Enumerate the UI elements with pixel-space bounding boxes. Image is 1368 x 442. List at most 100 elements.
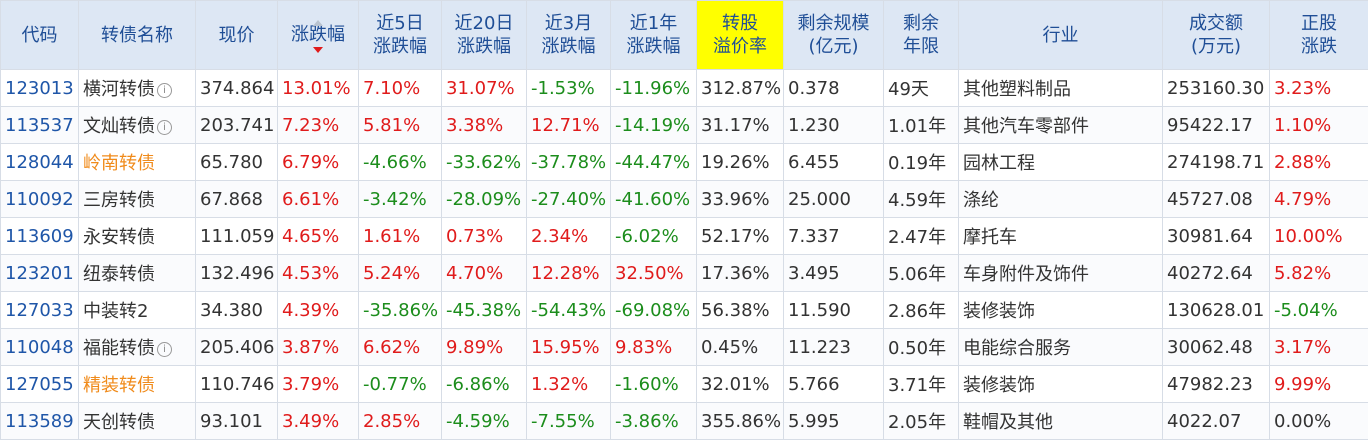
cell-name[interactable]: 永安转债	[78, 217, 196, 255]
cell-name[interactable]: 中装转2	[78, 291, 196, 329]
cell-term: 3.71年	[883, 365, 959, 403]
table-row[interactable]: 123013 横河转债 i 374.864 13.01% 7.10% 31.07% -1.53…	[0, 69, 1368, 107]
cell-change: 4.53%	[277, 254, 359, 292]
cell-change: 3.49%	[277, 402, 359, 440]
cell-change: 3.79%	[277, 365, 359, 403]
table-row[interactable]: 113537 文灿转债 i 203.741 7.23% 5.81% 3.38% 12.71% -…	[0, 106, 1368, 144]
cell-scale: 5.766	[783, 365, 884, 403]
cell-scale: 6.455	[783, 143, 884, 181]
cell-code[interactable]: 123013	[0, 69, 79, 107]
cell-change: 7.23%	[277, 106, 359, 144]
cell-y1: -1.60%	[610, 365, 697, 403]
cell-d5: 7.10%	[358, 69, 442, 107]
cell-premium: 0.45%	[696, 328, 784, 366]
cell-d5: -4.66%	[358, 143, 442, 181]
cell-stock: 4.79%	[1269, 180, 1368, 218]
cell-price: 93.101	[195, 402, 278, 440]
cell-d5: -35.86%	[358, 291, 442, 329]
cell-d20: -45.38%	[441, 291, 527, 329]
header-volume[interactable]: 成交额 (万元)	[1162, 0, 1270, 70]
cell-d20: 3.38%	[441, 106, 527, 144]
cell-code[interactable]: 127055	[0, 365, 79, 403]
header-3m[interactable]: 近3月 涨跌幅	[526, 0, 611, 70]
cell-premium: 17.36%	[696, 254, 784, 292]
cell-stock: 1.10%	[1269, 106, 1368, 144]
cell-d20: -28.09%	[441, 180, 527, 218]
cell-stock: 3.23%	[1269, 69, 1368, 107]
cell-industry: 园林工程	[958, 143, 1163, 181]
cell-scale: 1.230	[783, 106, 884, 144]
table-row[interactable]: 123201 纽泰转债 132.496 4.53% 5.24% 4.70% 12.28% 32…	[0, 254, 1368, 292]
header-name[interactable]: 转债名称	[78, 0, 196, 70]
header-industry[interactable]: 行业	[958, 0, 1163, 70]
cell-price: 67.868	[195, 180, 278, 218]
table-row[interactable]: 110048 福能转债 i 205.406 3.87% 6.62% 9.89% 15.95% 9…	[0, 328, 1368, 366]
cell-name[interactable]: 福能转债 i	[78, 328, 196, 366]
info-icon[interactable]: i	[157, 120, 172, 135]
cell-code[interactable]: 123201	[0, 254, 79, 292]
cell-name[interactable]: 精装转债	[78, 365, 196, 403]
cell-volume: 47982.23	[1162, 365, 1270, 403]
cell-change: 4.65%	[277, 217, 359, 255]
cell-y1: 32.50%	[610, 254, 697, 292]
cell-volume: 253160.30	[1162, 69, 1270, 107]
cell-name[interactable]: 天创转债	[78, 402, 196, 440]
cell-y1: -69.08%	[610, 291, 697, 329]
header-stock-change[interactable]: 正股 涨跌	[1269, 0, 1368, 70]
info-icon[interactable]: i	[157, 342, 172, 357]
cell-stock: 0.00%	[1269, 402, 1368, 440]
cell-price: 374.864	[195, 69, 278, 107]
cell-y1: -44.47%	[610, 143, 697, 181]
cell-name[interactable]: 三房转债	[78, 180, 196, 218]
cell-code[interactable]: 113537	[0, 106, 79, 144]
cell-y1: 9.83%	[610, 328, 697, 366]
cell-scale: 11.590	[783, 291, 884, 329]
header-change[interactable]: 涨跌幅	[277, 0, 359, 70]
cell-name[interactable]: 岭南转债	[78, 143, 196, 181]
header-20d[interactable]: 近20日 涨跌幅	[441, 0, 527, 70]
header-code[interactable]: 代码	[0, 0, 79, 70]
cell-premium: 19.26%	[696, 143, 784, 181]
cell-premium: 52.17%	[696, 217, 784, 255]
sort-up-icon	[313, 20, 323, 26]
cell-name[interactable]: 文灿转债 i	[78, 106, 196, 144]
cell-code[interactable]: 113609	[0, 217, 79, 255]
info-icon[interactable]: i	[157, 83, 172, 98]
header-premium[interactable]: 转股 溢价率	[696, 0, 784, 70]
table-row[interactable]: 127055 精装转债 110.746 3.79% -0.77% -6.86% 1.32% -…	[0, 365, 1368, 403]
table-body: 123013 横河转债 i 374.864 13.01% 7.10% 31.07% -1.53…	[0, 69, 1368, 440]
header-price[interactable]: 现价	[195, 0, 278, 70]
table-row[interactable]: 113609 永安转债 111.059 4.65% 1.61% 0.73% 2.34% -6.…	[0, 217, 1368, 255]
cell-code[interactable]: 113589	[0, 402, 79, 440]
cell-m3: -7.55%	[526, 402, 611, 440]
cell-m3: -27.40%	[526, 180, 611, 218]
cell-y1: -14.19%	[610, 106, 697, 144]
sort-down-icon	[313, 47, 323, 53]
header-term[interactable]: 剩余 年限	[883, 0, 959, 70]
table-row[interactable]: 110092 三房转债 67.868 6.61% -3.42% -28.09% -27.40…	[0, 180, 1368, 218]
cell-stock: 2.88%	[1269, 143, 1368, 181]
cell-code[interactable]: 128044	[0, 143, 79, 181]
table-row[interactable]: 127033 中装转2 34.380 4.39% -35.86% -45.38% -54.4…	[0, 291, 1368, 329]
cell-industry: 涤纶	[958, 180, 1163, 218]
cell-d5: 5.24%	[358, 254, 442, 292]
table-row[interactable]: 128044 岭南转债 65.780 6.79% -4.66% -33.62% -37.78…	[0, 143, 1368, 181]
cell-d5: -0.77%	[358, 365, 442, 403]
cell-code[interactable]: 110092	[0, 180, 79, 218]
header-1y[interactable]: 近1年 涨跌幅	[610, 0, 697, 70]
cell-code[interactable]: 110048	[0, 328, 79, 366]
cell-code[interactable]: 127033	[0, 291, 79, 329]
cell-d20: -33.62%	[441, 143, 527, 181]
table-row[interactable]: 113589 天创转债 93.101 3.49% 2.85% -4.59% -7.55% -3…	[0, 402, 1368, 440]
cell-name[interactable]: 横河转债 i	[78, 69, 196, 107]
cell-industry: 其他汽车零部件	[958, 106, 1163, 144]
cell-y1: -3.86%	[610, 402, 697, 440]
cell-volume: 130628.01	[1162, 291, 1270, 329]
cell-volume: 4022.07	[1162, 402, 1270, 440]
header-scale[interactable]: 剩余规模 (亿元)	[783, 0, 884, 70]
cell-price: 132.496	[195, 254, 278, 292]
cell-name[interactable]: 纽泰转债	[78, 254, 196, 292]
cell-volume: 95422.17	[1162, 106, 1270, 144]
header-5d[interactable]: 近5日 涨跌幅	[358, 0, 442, 70]
cell-d5: -3.42%	[358, 180, 442, 218]
